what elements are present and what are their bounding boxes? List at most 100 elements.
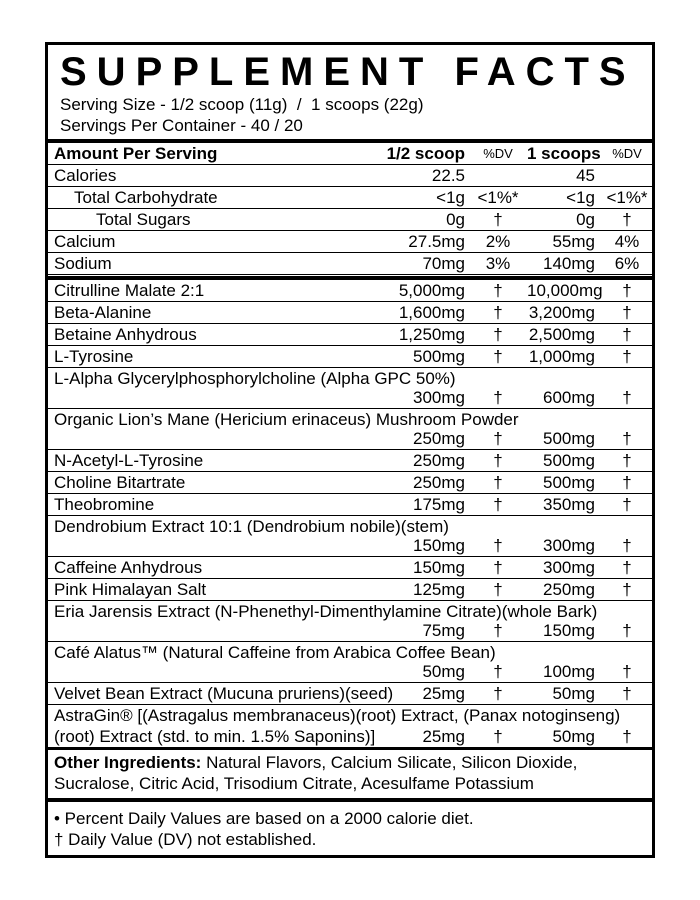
dv-one-scoop: † [622, 495, 632, 514]
footnotes: • Percent Daily Values are based on a 20… [48, 802, 652, 854]
row-name: Calories [54, 166, 117, 185]
row-values: 1,600mg † 3,200mg † [365, 302, 649, 323]
dv-half-scoop: † [493, 388, 503, 407]
row-name: Caffeine Anhydrous [54, 558, 203, 577]
amount-half-scoop: 250mg [413, 429, 465, 448]
row-name: Beta-Alanine [54, 303, 152, 322]
amount-one-scoop: 500mg [543, 473, 595, 492]
ingredient-row: AstraGin® [(Astragalus membranaceus)(roo… [48, 705, 652, 748]
dv-half-scoop: † [493, 662, 503, 681]
dv-half-scoop: † [493, 684, 503, 703]
amount-half-scoop: 5,000mg [398, 281, 465, 300]
row-values: 150mg † 300mg † [365, 557, 649, 578]
amount-half-scoop: 22.5 [431, 166, 465, 185]
row-name: L-Alpha Glycerylphosphorylcholine (Alpha… [54, 369, 456, 388]
row-values: 500mg † 1,000mg † [365, 346, 649, 367]
row-name: Calcium [54, 232, 116, 251]
row-values: <1g <1%* <1g <1%* [365, 187, 649, 208]
amount-half-scoop: 1,600mg [398, 303, 465, 322]
nutrients-section: Calories 22.5 45 Total Carbohydrate <1g … [48, 165, 652, 275]
column-header-row: Amount Per Serving 1/2 scoop %DV 1 scoop… [48, 139, 652, 165]
dv-one-scoop: † [622, 388, 632, 407]
amount-half-scoop: 75mg [422, 621, 465, 640]
amount-half-scoop: 150mg [413, 558, 465, 577]
ingredient-row: L-Tyrosine 500mg † 1,000mg † [48, 346, 652, 368]
amount-one-scoop: 0g [576, 210, 595, 229]
other-ingredients: Other Ingredients: Natural Flavors, Calc… [48, 748, 652, 797]
amount-per-serving-heading: Amount Per Serving [54, 144, 218, 163]
ingredient-row: L-Alpha Glycerylphosphorylcholine (Alpha… [48, 368, 652, 409]
amount-one-scoop: 150mg [543, 621, 595, 640]
amount-one-scoop: 50mg [552, 727, 595, 746]
row-values: 175mg † 350mg † [365, 494, 649, 515]
ingredient-row: Citrulline Malate 2:1 5,000mg † 10,000mg… [48, 280, 652, 302]
row-values: 300mg † 600mg † [365, 387, 649, 408]
amount-one-scoop: 300mg [543, 536, 595, 555]
row-values: 250mg † 500mg † [365, 472, 649, 493]
section-divider [48, 276, 652, 280]
dv-one-scoop: † [622, 536, 632, 555]
row-name: Dendrobium Extract 10:1 (Dendrobium nobi… [54, 517, 449, 536]
amount-one-scoop: 3,200mg [528, 303, 595, 322]
dv-half-scoop: † [493, 580, 503, 599]
dv-one-scoop: † [622, 558, 632, 577]
amount-one-scoop: 2,500mg [528, 325, 595, 344]
ingredient-row: Organic Lion’s Mane (Hericium erinaceus)… [48, 409, 652, 450]
ingredient-row: Caffeine Anhydrous 150mg † 300mg † [48, 557, 652, 579]
amount-half-scoop: 150mg [413, 536, 465, 555]
dv-one-scoop: † [622, 325, 632, 344]
row-values: 25mg † 50mg † [365, 726, 649, 747]
dv-one-scoop: † [622, 727, 632, 746]
dv-half-scoop: † [493, 303, 503, 322]
other-ingredients-label: Other Ingredients: [54, 753, 202, 772]
dv-half-scoop: † [493, 558, 503, 577]
amount-half-scoop: 25mg [422, 684, 465, 703]
row-values: 5,000mg † 10,000mg † [365, 280, 649, 301]
ingredient-row: Theobromine 175mg † 350mg † [48, 494, 652, 516]
amount-one-scoop: 300mg [543, 558, 595, 577]
ingredient-row: Betaine Anhydrous 1,250mg † 2,500mg † [48, 324, 652, 346]
one-scoop-column-heading: 1 scoops [527, 144, 601, 163]
amount-one-scoop: 10,000mg [527, 281, 603, 300]
row-name: Organic Lion’s Mane (Hericium erinaceus)… [54, 410, 519, 429]
dv-one-scoop: † [622, 684, 632, 703]
ingredient-row: Pink Himalayan Salt 125mg † 250mg † [48, 579, 652, 601]
amount-half-scoop: 1,250mg [398, 325, 465, 344]
ingredient-row: Velvet Bean Extract (Mucuna pruriens)(se… [48, 683, 652, 705]
row-values: 150mg † 300mg † [365, 535, 649, 556]
nutrient-row: Sodium 70mg 3% 140mg 6% [48, 253, 652, 275]
row-values: 250mg † 500mg † [365, 450, 649, 471]
row-name: Café Alatus™ (Natural Caffeine from Arab… [54, 643, 496, 662]
row-values: 70mg 3% 140mg 6% [365, 253, 649, 274]
amount-one-scoop: 350mg [543, 495, 595, 514]
dv-one-scoop: † [622, 473, 632, 492]
row-values: 125mg † 250mg † [365, 579, 649, 600]
amount-half-scoop: 250mg [413, 451, 465, 470]
dv-half-scoop: 2% [485, 232, 511, 251]
row-values: 25mg † 50mg † [365, 683, 649, 704]
ingredient-row: Dendrobium Extract 10:1 (Dendrobium nobi… [48, 516, 652, 557]
ingredient-row: Choline Bitartrate 250mg † 500mg † [48, 472, 652, 494]
row-name: N-Acetyl-L-Tyrosine [54, 451, 204, 470]
section-divider [48, 798, 652, 802]
other-ingredients-text: Natural Flavors, Calcium Silicate, Silic… [54, 753, 578, 793]
dv-one-scoop: † [622, 621, 632, 640]
amount-one-scoop: 55mg [552, 232, 595, 251]
dv-half-scoop: † [493, 621, 503, 640]
dv-one-scoop: † [622, 429, 632, 448]
row-name: Pink Himalayan Salt [54, 580, 207, 599]
amount-half-scoop: 500mg [413, 347, 465, 366]
dv-half-scoop: 3% [485, 254, 511, 273]
row-name: Eria Jarensis Extract (N-Phenethyl-Dimen… [54, 602, 598, 621]
amount-half-scoop: 0g [446, 210, 465, 229]
amount-half-scoop: 175mg [413, 495, 465, 514]
nutrient-row: Calcium 27.5mg 2% 55mg 4% [48, 231, 652, 253]
row-name: Betaine Anhydrous [54, 325, 197, 344]
ingredient-row: Eria Jarensis Extract (N-Phenethyl-Dimen… [48, 601, 652, 642]
ingredients-section: Citrulline Malate 2:1 5,000mg † 10,000mg… [48, 280, 652, 748]
amount-half-scoop: 70mg [422, 254, 465, 273]
row-name: Choline Bitartrate [54, 473, 186, 492]
row-name: Citrulline Malate 2:1 [54, 281, 205, 300]
row-values: 0g † 0g † [365, 209, 649, 230]
